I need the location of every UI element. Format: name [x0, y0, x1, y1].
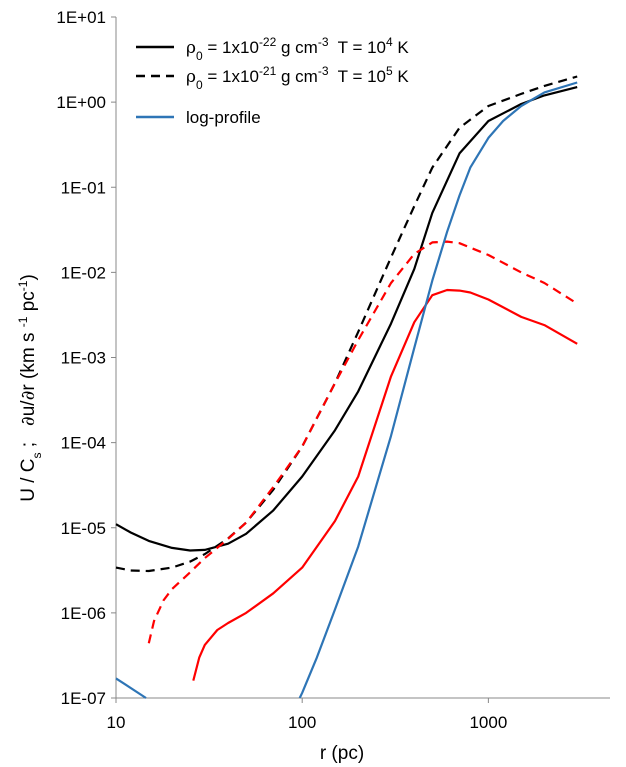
y-tick-label-4: 1E-03	[61, 349, 106, 368]
y-tick-label-5: 1E-04	[61, 434, 106, 453]
x-tick-label-0: 10	[107, 713, 126, 732]
series-log_profile	[115, 81, 578, 699]
legend-1-temp: T = 10	[329, 38, 387, 57]
legend-2-temp: T = 10	[329, 67, 387, 86]
y-title-part7: pc	[18, 291, 39, 316]
y-title-part1: U / C	[18, 459, 39, 502]
y-title-partial-symbol-1: ∂	[17, 416, 39, 426]
x-axis-title: r (pc)	[320, 743, 364, 764]
legend-1-rho-sub: 0	[196, 49, 203, 63]
x-tick-label-2: 1000	[469, 713, 507, 732]
y-tick-label-0: 1E+01	[56, 8, 106, 27]
legend-1-eq: = 1x10	[203, 38, 259, 57]
y-title-partial-symbol-2: ∂	[17, 391, 39, 401]
y-tick-label-3: 1E-02	[61, 263, 106, 282]
y-ticks: 1E+01 1E+00 1E-01 1E-02 1E-03 1E-04 1E-05 1E-06…	[56, 8, 116, 708]
legend-entry-2: ρ0 = 1x10-21 g cm-3 T = 105 K	[136, 64, 409, 92]
legend-2-eq: = 1x10	[203, 67, 259, 86]
y-title-part2: ;	[18, 426, 39, 452]
axes: 1E+01 1E+00 1E-01 1E-02 1E-03 1E-04 1E-05 1E-06…	[56, 8, 610, 732]
legend: ρ0 = 1x10-22 g cm-3 T = 104 K ρ0 = 1x10-…	[136, 35, 409, 127]
legend-1-temp-exp: 4	[386, 35, 393, 49]
series-dudr_rho22	[192, 288, 578, 681]
series-dudr_rho21	[147, 240, 578, 644]
y-tick-label-7: 1E-06	[61, 604, 106, 623]
legend-label-1: ρ0 = 1x10-22 g cm-3 T = 104 K	[186, 35, 409, 63]
legend-1-exp: -22	[259, 35, 277, 49]
legend-1-temp-unit: K	[393, 38, 410, 57]
legend-entry-1: ρ0 = 1x10-22 g cm-3 T = 104 K	[136, 35, 409, 63]
y-title-part4: u/	[18, 400, 39, 417]
legend-label-2: ρ0 = 1x10-21 g cm-3 T = 105 K	[186, 64, 409, 92]
legend-2-unit: g cm	[276, 67, 318, 86]
legend-label-3: log-profile	[186, 108, 261, 127]
legend-1-unit-exp: -3	[318, 35, 329, 49]
legend-2-exp: -21	[259, 64, 277, 78]
legend-2-rho-sub: 0	[196, 78, 203, 92]
y-tick-label-2: 1E-01	[61, 178, 106, 197]
legend-2-unit-exp: -3	[318, 64, 329, 78]
x-ticks: 10 100 1000	[107, 698, 507, 732]
y-title-part8: )	[18, 274, 39, 280]
y-title-part6-sup: -1	[16, 316, 30, 327]
series-layer	[115, 75, 578, 699]
legend-2-temp-exp: 5	[386, 64, 393, 78]
legend-entry-3: log-profile	[136, 108, 261, 127]
x-tick-label-1: 100	[288, 713, 316, 732]
legend-1-unit: g cm	[276, 38, 318, 57]
y-title-part7-sup: -1	[16, 280, 30, 291]
legend-2-rho: ρ	[186, 67, 196, 87]
legend-1-rho: ρ	[186, 38, 196, 58]
y-tick-label-1: 1E+00	[56, 93, 106, 112]
y-tick-label-8: 1E-07	[61, 689, 106, 708]
y-title-part6: r (km s	[18, 327, 39, 390]
y-axis-title: U / Cs ; ∂u/∂r (km s -1 pc-1)	[16, 274, 44, 502]
series-ucs_rho22	[115, 86, 578, 552]
y-title-part1-sub: s	[30, 453, 44, 459]
legend-2-temp-unit: K	[393, 67, 410, 86]
y-tick-label-6: 1E-05	[61, 519, 106, 538]
